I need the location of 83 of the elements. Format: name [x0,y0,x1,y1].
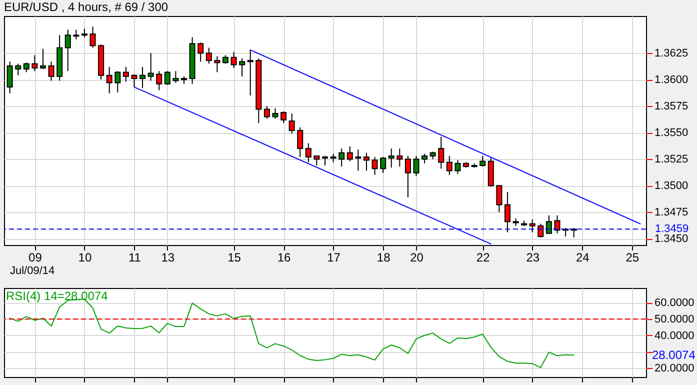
candlestick [148,52,154,82]
chart-title: EUR/USD , 4 hours, # 69 / 300 [4,0,168,14]
y-tick-label: 1.3625 [654,48,688,60]
candlestick [114,70,121,93]
candlestick [438,136,444,170]
candlestick [206,47,212,64]
candlestick [529,219,536,233]
candlestick [554,214,560,234]
candlestick [372,156,378,176]
candlestick [355,149,362,172]
x-tick-label: 09 [28,250,42,264]
x-tick-label: 18 [376,250,391,264]
x-tick-label: 25 [626,250,640,264]
candlestick [454,160,461,174]
candlestick [156,70,162,91]
candlestick [239,58,246,77]
candlestick [538,223,544,238]
candlestick [446,155,452,176]
candlestick [214,56,220,73]
x-tick-label: 10 [78,250,92,264]
x-tick-label: 17 [327,250,341,264]
candlestick [198,42,204,62]
candlestick [23,62,30,73]
candlestick [247,49,254,96]
y-tick-label: 1.3575 [654,100,688,113]
candlestick [388,148,394,168]
candlestick [15,63,22,76]
y-tick-label: 1.3600 [654,74,688,86]
candlestick [346,146,353,162]
x-tick-label: 15 [228,250,242,264]
candlestick [164,70,170,86]
candlestick [172,70,179,84]
y-tick-label: 1.3475 [654,206,688,219]
text: 28.0074 [652,348,696,362]
ref-line-label: 1.3459 [655,223,689,236]
y-tick-label: 20.0000 [654,362,694,375]
candlestick [122,66,129,82]
candlestick [380,156,386,174]
candlestick [64,29,71,72]
candlestick [496,185,502,213]
candlestick [504,191,510,233]
candlestick [546,214,552,234]
y-tick-label: 1.3450 [654,233,688,246]
candlestick [32,54,38,72]
y-tick-label: 1.3550 [654,127,688,140]
candlestick [404,155,411,198]
candlestick [288,113,295,134]
y-tick-label: 40.0000 [654,330,694,342]
y-tick-label: 60.0000 [654,297,694,310]
candlestick [264,106,270,120]
candlestick [272,108,278,120]
x-tick-label: 11 [128,250,142,264]
candlestick [422,153,428,164]
y-tick-label: 50.0000 [654,314,694,326]
candlestick [338,148,345,168]
candlestick [305,142,312,163]
series-label: RSI(4) 14=28.0074 [6,289,108,303]
candlestick [131,74,138,88]
candlestick [90,26,96,48]
candlestick [297,126,304,158]
candlestick [73,29,80,40]
candlestick [413,155,420,177]
y-tick-label: 1.3525 [654,154,688,166]
x-tick-label: 24 [576,250,590,264]
candlestick [106,66,112,94]
x-tick-label: 22 [476,250,490,264]
x-tick-label: 20 [410,250,424,264]
y-tick-label: 1.3500 [654,180,688,192]
candlestick [314,155,320,166]
candlestick [6,61,13,94]
candlestick [322,155,328,166]
candlestick [230,52,237,68]
x-tick-label: 16 [277,250,292,264]
x-tick-label: 23 [526,250,540,264]
text: Jul/09/14 [10,265,55,277]
candlestick [280,110,287,124]
candlestick [140,66,146,89]
x-tick-label: 13 [161,250,175,264]
candlestick [396,148,403,168]
candlestick [40,48,46,70]
candlestick [480,155,486,168]
candlestick [363,152,370,172]
candlestick [48,61,54,82]
